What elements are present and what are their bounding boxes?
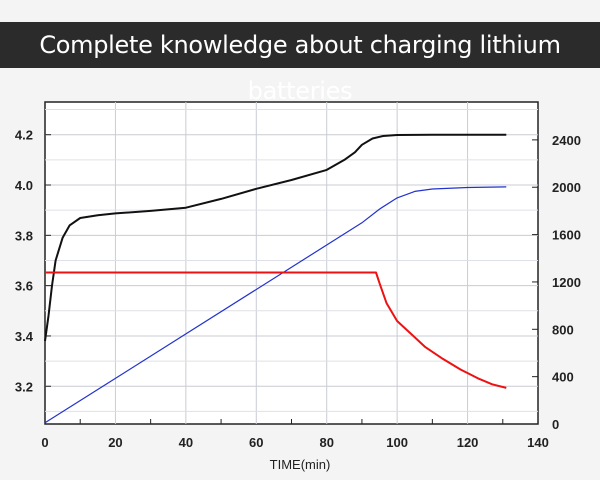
y-right-tick-label: 1200 <box>552 275 581 290</box>
grid <box>45 102 538 424</box>
y-left-tick-label: 4.0 <box>15 178 33 193</box>
y-right-tick-label: 400 <box>552 370 574 385</box>
x-tick-label: 40 <box>179 435 193 450</box>
x-tick-label: 140 <box>527 435 549 450</box>
axes: 0 20 40 60 80 100 120 140 3.2 3.4 3.6 3.8 4.0 4.2 0 400… <box>15 128 581 450</box>
current-line <box>45 271 507 389</box>
y-left-tick-label: 3.2 <box>15 379 33 394</box>
y-right-tick-label: 800 <box>552 322 574 337</box>
y-right-tick-label: 2400 <box>552 133 581 148</box>
capacity-line <box>44 186 507 424</box>
y-right-tick-label: 1600 <box>552 228 581 243</box>
y-left-tick-label: 3.8 <box>15 228 33 243</box>
x-tick-label: 120 <box>457 435 479 450</box>
y-right-tick-label: 0 <box>552 417 559 432</box>
x-tick-label: 20 <box>108 435 122 450</box>
x-tick-label: 60 <box>249 435 263 450</box>
x-tick-label: 80 <box>319 435 333 450</box>
voltage-line <box>44 133 507 342</box>
y-left-tick-label: 4.2 <box>15 128 33 143</box>
y-left-tick-label: 3.4 <box>15 329 34 344</box>
x-tick-label: 0 <box>41 435 48 450</box>
y-right-tick-label: 2000 <box>552 180 581 195</box>
series-lines <box>44 133 507 424</box>
x-tick-label: 100 <box>386 435 408 450</box>
title-banner: Complete knowledge about charging lithiu… <box>0 22 600 105</box>
x-axis-label: TIME(min) <box>270 457 331 472</box>
y-left-tick-label: 3.6 <box>15 279 33 294</box>
chart-title: Complete knowledge about charging lithiu… <box>39 31 561 105</box>
